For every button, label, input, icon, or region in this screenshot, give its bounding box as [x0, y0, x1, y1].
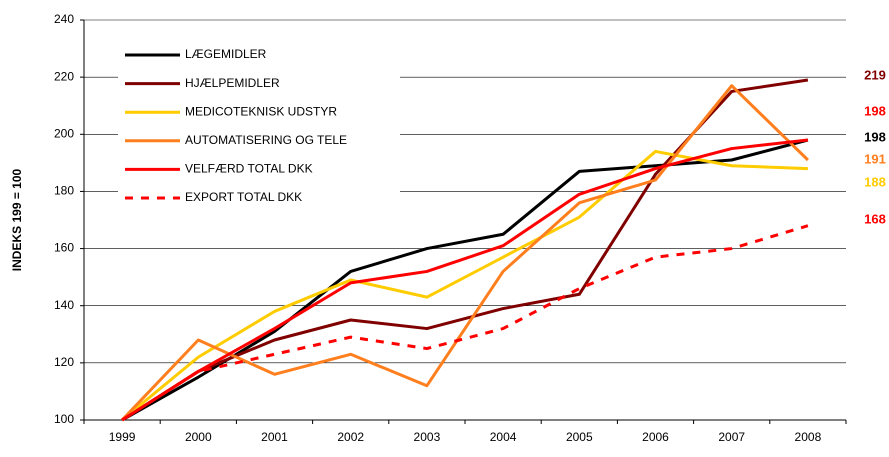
end-value-label: 168 — [864, 211, 886, 226]
x-tick-label: 2003 — [414, 430, 441, 444]
y-tick-label: 200 — [54, 126, 74, 140]
legend-label: VELFÆRD TOTAL DKK — [185, 162, 313, 176]
y-tick-label: 140 — [54, 298, 74, 312]
x-tick-label: 2008 — [795, 430, 822, 444]
y-tick-label: 240 — [54, 12, 74, 26]
end-value-label: 219 — [864, 67, 886, 82]
x-tick-label: 2006 — [642, 430, 669, 444]
line — [121, 84, 809, 422]
end-value-label: 198 — [864, 129, 886, 144]
y-tick-label: 120 — [54, 355, 74, 369]
x-tick-label: 2004 — [490, 430, 517, 444]
end-value-label: 188 — [864, 174, 886, 189]
line — [121, 224, 809, 422]
line — [121, 138, 809, 422]
legend-label: LÆGEMIDLER — [185, 47, 267, 61]
x-tick-label: 2000 — [185, 430, 212, 444]
y-tick-label: 100 — [54, 412, 74, 426]
legend-label: AUTOMATISERING OG TELE — [185, 133, 347, 147]
x-tick-label: 2005 — [566, 430, 593, 444]
x-tick-label: 1999 — [109, 430, 136, 444]
x-tick-label: 2007 — [718, 430, 745, 444]
x-tick-label: 2001 — [261, 430, 288, 444]
legend-label: MEDICOTEKNISK UDSTYR — [185, 104, 337, 118]
legend-label: HJÆLPEMIDLER — [185, 76, 280, 90]
end-value-label: 198 — [864, 103, 886, 118]
legend-label: EXPORT TOTAL DKK — [185, 190, 302, 204]
y-axis-label: INDEKS 199 = 100 — [10, 168, 24, 271]
x-tick-label: 2002 — [337, 430, 364, 444]
end-value-label: 191 — [864, 151, 886, 166]
legend-background — [118, 42, 400, 214]
y-tick-label: 180 — [54, 184, 74, 198]
y-tick-label: 220 — [54, 69, 74, 83]
y-tick-label: 160 — [54, 241, 74, 255]
